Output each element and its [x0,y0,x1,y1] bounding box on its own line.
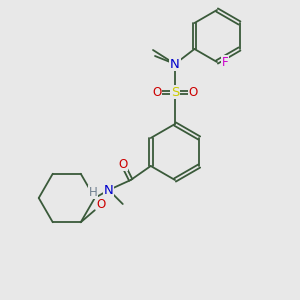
Text: O: O [118,158,128,170]
Text: O: O [152,85,162,98]
Text: O: O [96,198,105,211]
Text: S: S [171,85,179,98]
Text: N: N [170,58,180,70]
Text: F: F [222,56,228,68]
Text: N: N [104,184,114,196]
Text: O: O [188,85,198,98]
Text: H: H [88,186,97,199]
